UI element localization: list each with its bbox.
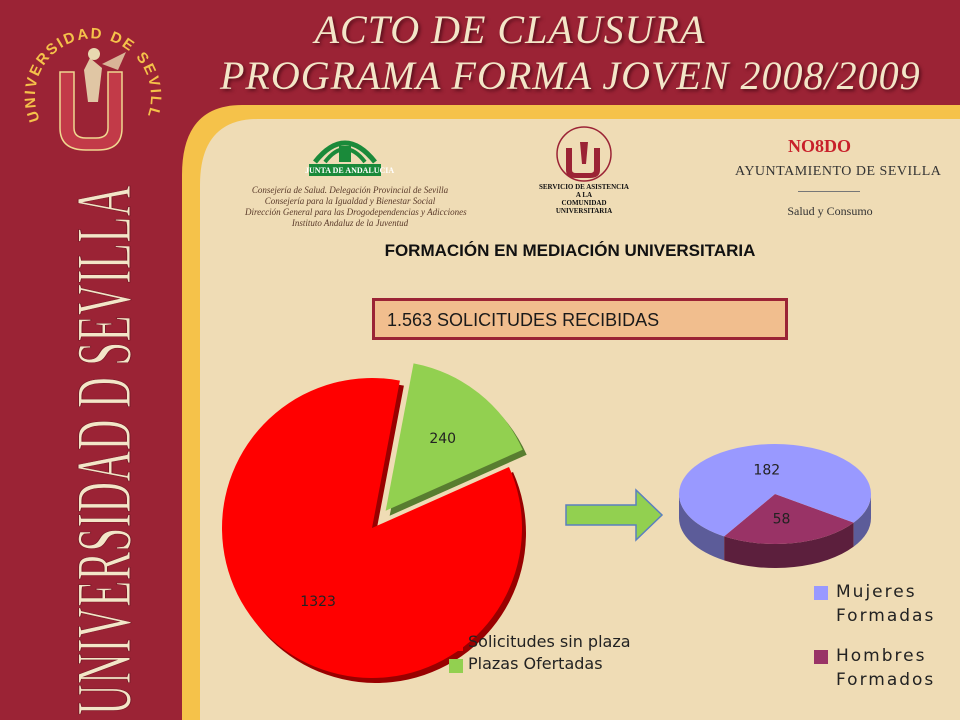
legend-label-solicitudes: Solicitudes sin plaza — [468, 632, 631, 651]
vertical-wordmark-text: UNIVERSIDAD D SEVILLA — [60, 185, 147, 715]
pie2-side-wall-0-0 — [679, 494, 725, 561]
legend-swatch-mujeres — [814, 586, 828, 600]
pie2-data-label-0: 182 — [753, 463, 780, 479]
applications-banner: 1.563 SOLICITUDES RECIBIDAS — [372, 298, 788, 340]
legend-swatch-solicitudes — [449, 637, 463, 651]
no8do-motto: NO8DO — [788, 136, 851, 156]
pie2-data-label-1: 58 — [773, 511, 791, 527]
title-line-1: ACTO DE CLAUSURA — [314, 7, 706, 52]
section-heading: FORMACIÓN EN MEDIACIÓN UNIVERSITARIA — [384, 241, 756, 260]
sacu-seal-logo — [556, 126, 612, 182]
title-line-2: PROGRAMA FORMA JOVEN 2008/2009 — [220, 53, 921, 98]
sacu-line-3: COMUNIDAD — [561, 199, 607, 207]
sacu-line-4: UNIVERSITARIA — [555, 207, 613, 215]
legend-label-plazas: Plazas Ofertadas — [468, 654, 603, 673]
ayuntamiento-name: AYUNTAMIENTO DE SEVILLA — [735, 164, 942, 179]
pie2-side-wall-1-0 — [724, 522, 854, 568]
junta-line-3: Dirección General para las Drogodependen… — [245, 207, 467, 217]
legend-swatch-hombres — [814, 650, 828, 664]
junta-line-4: Instituto Andaluz de la Juventud — [291, 218, 409, 228]
university-seal-logo: UNIVERSIDAD DE SEVILLA — [18, 10, 162, 151]
vertical-university-wordmark: UNIVERSIDAD D SEVILLA — [60, 185, 148, 716]
pie2-slice-hombres-formados — [724, 494, 854, 544]
trained-gender-pie-chart: 58 182 — [679, 444, 871, 568]
applications-banner-text: 1.563 SOLICITUDES RECIBIDAS — [387, 310, 660, 330]
junta-andalucia-logo — [309, 140, 381, 176]
pie2-side-wall-0-1 — [853, 494, 871, 547]
sacu-line-1: SERVICIO DE ASISTENCIA — [538, 183, 629, 191]
legend-label-hombres: Hombres Formados — [836, 646, 936, 690]
sacu-line-2: A LA — [575, 191, 593, 199]
pie1-slice-solicitudes-sin-plaza — [222, 377, 523, 678]
legend-label-mujeres: Mujeres Formadas — [836, 582, 936, 626]
applications-pie-chart: 1323 240 — [222, 363, 527, 683]
pie1-slice-plazas-ofertadas — [385, 363, 523, 511]
junta-line-1: Consejería de Salud. Delegación Provinci… — [251, 185, 449, 195]
junta-line-2: Consejería para la Igualdad y Bienestar … — [264, 196, 436, 206]
legend-swatch-plazas — [449, 659, 463, 673]
ayuntamiento-department: Salud y Consumo — [787, 204, 873, 218]
junta-name: JUNTA DE ANDALUCIA — [305, 166, 395, 175]
ayuntamiento-divider — [798, 191, 860, 192]
right-arrow-icon — [565, 488, 664, 542]
pie2-slice-mujeres-formadas — [679, 444, 871, 537]
pie1-data-label-0: 1323 — [300, 594, 336, 610]
pie1-data-label-1: 240 — [429, 431, 456, 447]
